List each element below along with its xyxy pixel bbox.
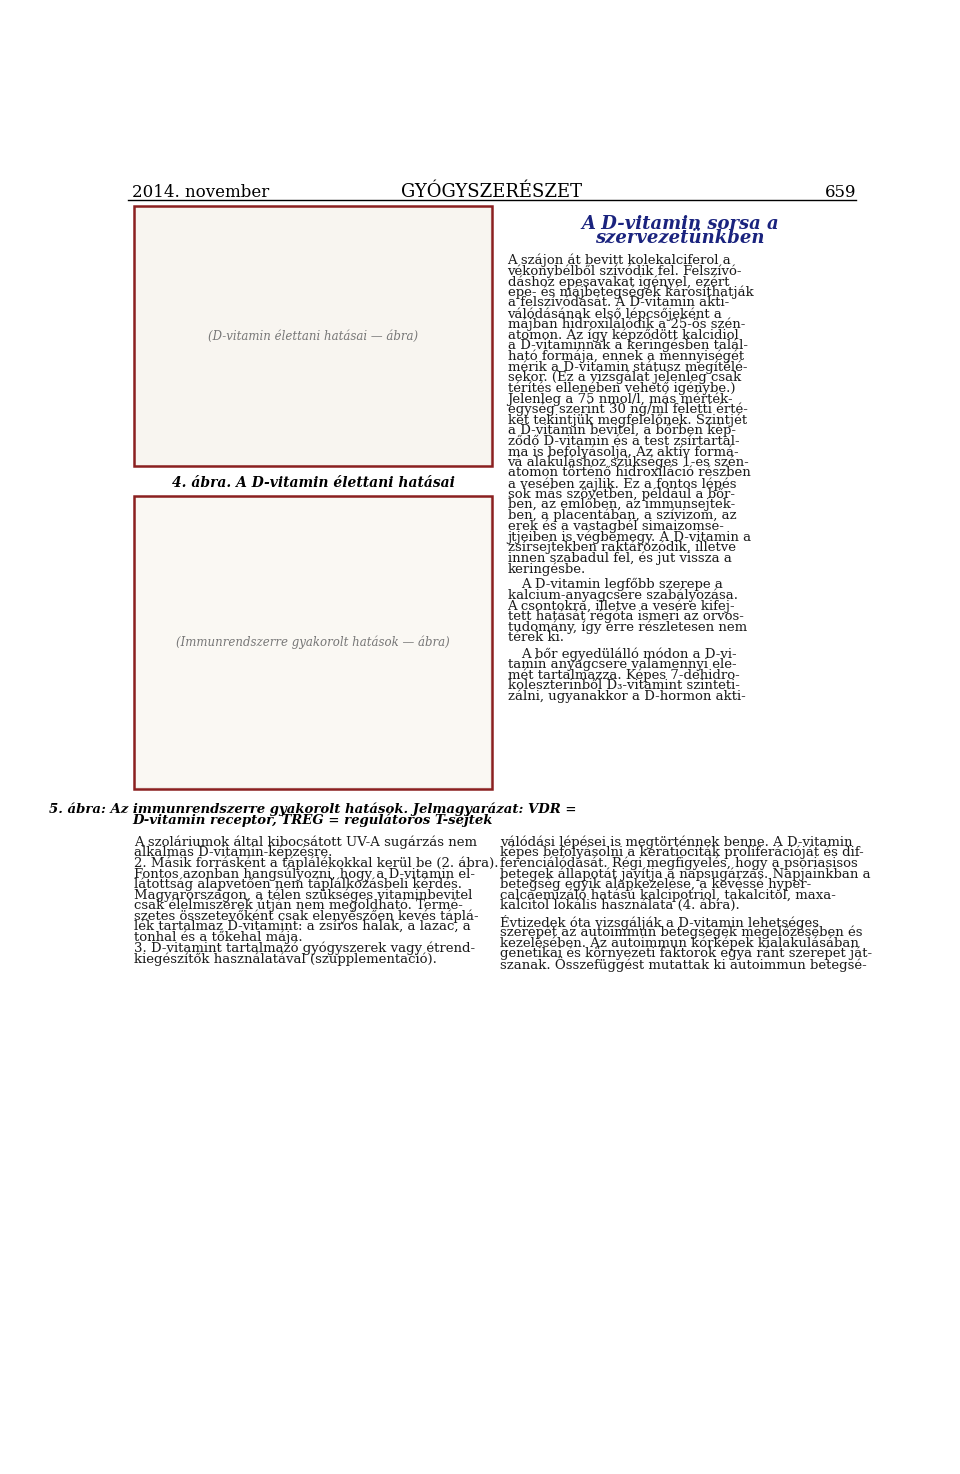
Text: Évtizedek óta vizsgálják a D-vitamin lehetséges: Évtizedek óta vizsgálják a D-vitamin leh…	[500, 915, 819, 930]
FancyBboxPatch shape	[135, 208, 491, 464]
Text: mét tartalmazza. Képes 7-dehidro-: mét tartalmazza. Képes 7-dehidro-	[508, 668, 739, 682]
Text: szervezetünkben: szervezetünkben	[595, 230, 765, 248]
Text: szetes összetevőként csak elenyészően kevés táplá-: szetes összetevőként csak elenyészően ke…	[134, 909, 479, 923]
Text: májban hidroxilálódik a 25-ös szén-: májban hidroxilálódik a 25-ös szén-	[508, 317, 745, 332]
Text: mérik a D-vitamin státusz megítélé-: mérik a D-vitamin státusz megítélé-	[508, 360, 747, 373]
Text: egység szerint 30 ng/ml feletti érté-: egység szerint 30 ng/ml feletti érté-	[508, 402, 748, 416]
Text: GYÓGYSZERÉSZET: GYÓGYSZERÉSZET	[401, 183, 583, 202]
Text: kalcitol lokális használata (4. ábra).: kalcitol lokális használata (4. ábra).	[500, 899, 739, 912]
Text: koleszterinből D₃-vitamint szinteti-: koleszterinből D₃-vitamint szinteti-	[508, 680, 739, 693]
Text: keringésbe.: keringésbe.	[508, 562, 586, 575]
Text: (Immunrendszerre gyakorolt hatások — ábra): (Immunrendszerre gyakorolt hatások — ábr…	[176, 635, 450, 650]
Text: A csontokra, illetve a vesére kifej-: A csontokra, illetve a vesére kifej-	[508, 600, 735, 613]
Text: térítés ellenében vehető igénybe.): térítés ellenében vehető igénybe.)	[508, 382, 735, 395]
Text: D-vitamin receptor, TREG = regulátoros T-sejtek: D-vitamin receptor, TREG = regulátoros T…	[132, 814, 493, 827]
Text: Magyarországon, a télen szükséges vitaminbevitel: Magyarországon, a télen szükséges vitami…	[134, 889, 472, 902]
Text: dáshoz epesavakat igényel, ezért: dáshoz epesavakat igényel, ezért	[508, 276, 729, 289]
Text: tett hatását régóta ismeri az orvos-: tett hatását régóta ismeri az orvos-	[508, 610, 743, 624]
Text: zálni, ugyanakkor a D-hormon akti-: zálni, ugyanakkor a D-hormon akti-	[508, 690, 745, 703]
Text: jtjeiben is végbemegy. A D-vitamin a: jtjeiben is végbemegy. A D-vitamin a	[508, 531, 752, 544]
Text: A D-vitamin legfőbb szerepe a: A D-vitamin legfőbb szerepe a	[521, 578, 723, 591]
Text: genetikai és környezeti faktorok egya ránt szerepet ját-: genetikai és környezeti faktorok egya rá…	[500, 946, 872, 961]
Text: 4. ábra. A D-vitamin élettani hatásai: 4. ábra. A D-vitamin élettani hatásai	[172, 476, 454, 489]
Text: képes befolyásolni a keratiociták proliferációját és dif-: képes befolyásolni a keratiociták prolif…	[500, 846, 863, 859]
Text: A D-vitamin sorsa a: A D-vitamin sorsa a	[581, 215, 779, 233]
Text: epe- és májbetegségek károsíthatják: epe- és májbetegségek károsíthatják	[508, 286, 754, 299]
Text: tamin anyagcsere valamennyi ele-: tamin anyagcsere valamennyi ele-	[508, 657, 736, 671]
Text: lék tartalmaz D-vitamint: a zsíros halak, a lazac, a: lék tartalmaz D-vitamint: a zsíros halak…	[134, 920, 470, 933]
Text: válódási lépései is megtörténnek benne. A D-vitamin: válódási lépései is megtörténnek benne. …	[500, 836, 852, 849]
Text: kezelésében. Az autoimmun kórképek kialakulásában: kezelésében. Az autoimmun kórképek kiala…	[500, 936, 858, 949]
FancyBboxPatch shape	[134, 497, 492, 789]
Text: ma is befolyásolja. Az aktív formá-: ma is befolyásolja. Az aktív formá-	[508, 445, 738, 458]
Text: A bőr egyedülálló módon a D-vi-: A bőr egyedülálló módon a D-vi-	[521, 647, 737, 660]
Text: A szájon át bevitt kolekalciferol a: A szájon át bevitt kolekalciferol a	[508, 254, 732, 267]
Text: a felszívódását. A D-vitamin akti-: a felszívódását. A D-vitamin akti-	[508, 296, 729, 310]
Text: a vesében zajlik. Ez a fontos lépés: a vesében zajlik. Ez a fontos lépés	[508, 478, 736, 491]
Text: a D-vitamin bevitel, a bőrben kép-: a D-vitamin bevitel, a bőrben kép-	[508, 425, 735, 438]
Text: A szoláriumok által kibocsátott UV-A sugárzás nem: A szoláriumok által kibocsátott UV-A sug…	[134, 836, 477, 849]
Text: sekor. (Ez a vizsgálat jelenleg csak: sekor. (Ez a vizsgálat jelenleg csak	[508, 371, 741, 385]
Text: innen szabadul fel, és jut vissza a: innen szabadul fel, és jut vissza a	[508, 551, 732, 565]
Text: (D-vitamin élettani hatásai — ábra): (D-vitamin élettani hatásai — ábra)	[208, 330, 418, 343]
Text: 3. D-vitamint tartalmazó gyógyszerek vagy étrend-: 3. D-vitamint tartalmazó gyógyszerek vag…	[134, 942, 475, 955]
Text: ferenciálódását. Régi megfigyelés, hogy a psoriasisos: ferenciálódását. Régi megfigyelés, hogy …	[500, 856, 857, 870]
Text: betegség egyik alapkezelése, a kevéssé hyper-: betegség egyik alapkezelése, a kevéssé h…	[500, 877, 811, 892]
Text: vá alakuláshoz szükséges 1-es szén-: vá alakuláshoz szükséges 1-es szén-	[508, 455, 749, 469]
Text: látottság alapvetően nem táplálkozásbeli kérdés.: látottság alapvetően nem táplálkozásbeli…	[134, 877, 462, 892]
Text: ható formája, ennek a mennyiségét: ható formája, ennek a mennyiségét	[508, 349, 744, 363]
Text: zsírsejtekben raktározódik, illetve: zsírsejtekben raktározódik, illetve	[508, 541, 735, 554]
Text: ket tekintjük megfelelőnek. Szintjét: ket tekintjük megfelelőnek. Szintjét	[508, 413, 747, 427]
Text: a D-vitaminnak a keringésben talál-: a D-vitaminnak a keringésben talál-	[508, 339, 748, 352]
Text: atomon történő hidroxiláció részben: atomon történő hidroxiláció részben	[508, 466, 751, 479]
Text: atomon. Az így képződött kalcidiol: atomon. Az így képződött kalcidiol	[508, 329, 738, 342]
Text: vékonybélből szívódik fel. Felszívó-: vékonybélből szívódik fel. Felszívó-	[508, 264, 742, 279]
Text: szanak. Összefüggést mutattak ki autoimmun betegsé-: szanak. Összefüggést mutattak ki autoimm…	[500, 958, 867, 973]
Text: 659: 659	[825, 184, 856, 200]
Text: kalcium-anyagcsere szabályozása.: kalcium-anyagcsere szabályozása.	[508, 588, 737, 603]
Text: 5. ábra: Az immunrendszerre gyakorolt hatások. Jelmagyarázat: VDR =: 5. ábra: Az immunrendszerre gyakorolt ha…	[49, 802, 577, 815]
Text: Fontos azonban hangsúlyozni, hogy a D-vitamin el-: Fontos azonban hangsúlyozni, hogy a D-vi…	[134, 867, 475, 880]
Text: alkalmas D-vitamin-képzésre.: alkalmas D-vitamin-képzésre.	[134, 846, 332, 859]
Text: válódásának első lépcsőjeként a: válódásának első lépcsőjeként a	[508, 307, 722, 320]
Text: térek ki.: térek ki.	[508, 631, 564, 644]
Text: ződő D-vitamin és a test zsírtartal-: ződő D-vitamin és a test zsírtartal-	[508, 435, 739, 448]
FancyBboxPatch shape	[134, 206, 492, 466]
Text: tudomány, így erre részletesen nem: tudomány, így erre részletesen nem	[508, 621, 747, 634]
Text: 2014. november: 2014. november	[132, 184, 269, 200]
Text: csak élelmiszerek útján nem megoldható. Termé-: csak élelmiszerek útján nem megoldható. …	[134, 899, 463, 912]
Text: szerepét az autoimmun betegségek megelőzésében és: szerepét az autoimmun betegségek megelőz…	[500, 926, 862, 939]
FancyBboxPatch shape	[135, 498, 491, 787]
Text: betegek állapotát javítja a napsugárzás. Napjainkban a: betegek állapotát javítja a napsugárzás.…	[500, 867, 871, 880]
Text: Jelenleg a 75 nmol/l, más mérték-: Jelenleg a 75 nmol/l, más mérték-	[508, 392, 733, 405]
Text: erek és a vastagbél simaizomse-: erek és a vastagbél simaizomse-	[508, 519, 724, 534]
Text: tonhal és a tőkehal mája.: tonhal és a tőkehal mája.	[134, 932, 302, 945]
Text: calcaemizáló hatású kalcipotriol, takalcitol, maxa-: calcaemizáló hatású kalcipotriol, takalc…	[500, 889, 835, 902]
Text: 2. Másik forrásként a táplálékokkal kerül be (2. ábra).: 2. Másik forrásként a táplálékokkal kerü…	[134, 856, 498, 870]
Text: kiegészítők használatával (szupplementació).: kiegészítők használatával (szupplementac…	[134, 952, 437, 965]
Text: ben, a placentában, a szívizom, az: ben, a placentában, a szívizom, az	[508, 509, 736, 522]
Text: ben, az emlőben, az immunsejtek-: ben, az emlőben, az immunsejtek-	[508, 498, 734, 511]
Text: sok más szövetben, például a bőr-: sok más szövetben, például a bőr-	[508, 488, 734, 501]
